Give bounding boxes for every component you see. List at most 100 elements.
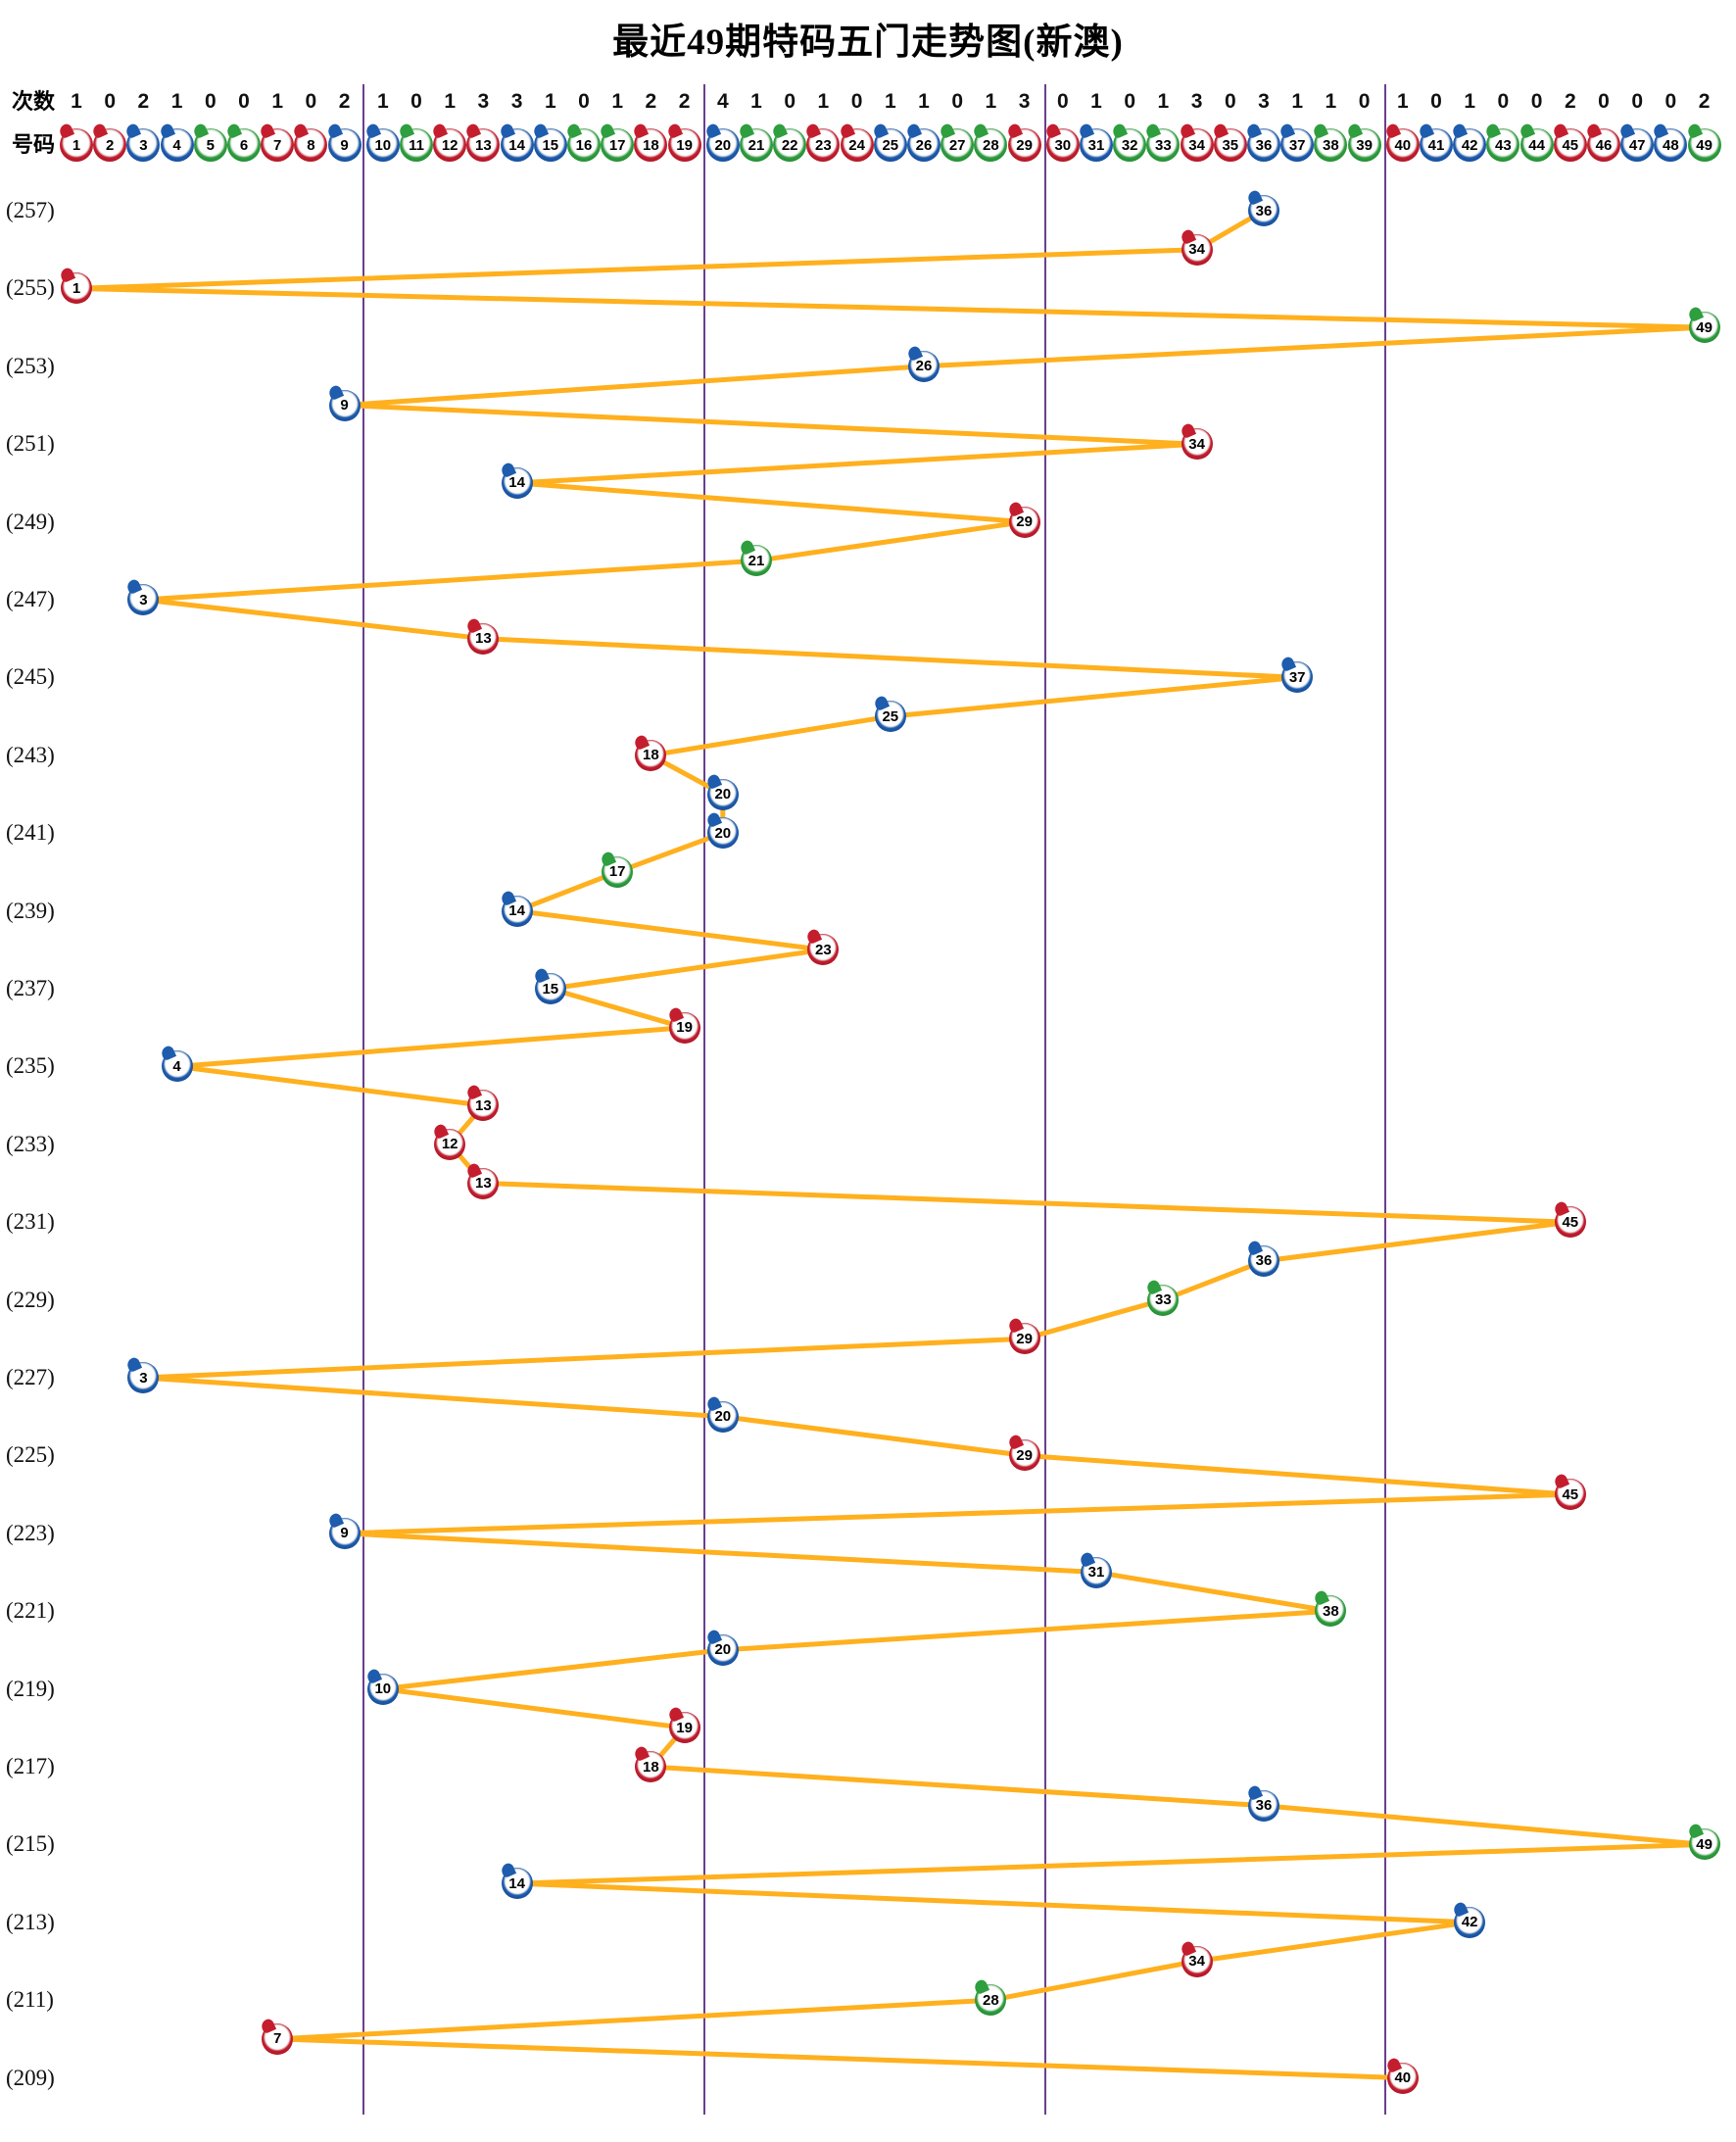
ball-number: 38 bbox=[1323, 136, 1339, 154]
count-number-29: 3 bbox=[1018, 90, 1031, 113]
ball-number: 32 bbox=[1121, 136, 1138, 154]
draw-ball-period-215: 49 bbox=[1688, 1828, 1720, 1861]
period-label-233: (233) bbox=[6, 1131, 55, 1156]
ball-number: 18 bbox=[643, 136, 659, 154]
ball-number: 15 bbox=[542, 136, 559, 154]
ball-number: 43 bbox=[1495, 136, 1512, 154]
ball-number: 34 bbox=[1188, 435, 1205, 453]
ball-number: 33 bbox=[1155, 1291, 1172, 1309]
ball-number: 25 bbox=[882, 136, 899, 154]
draw-ball-period-252: 9 bbox=[328, 389, 361, 421]
ball-number: 9 bbox=[340, 397, 349, 414]
ball-number: 23 bbox=[815, 136, 832, 154]
ball-number: 10 bbox=[374, 136, 392, 154]
draw-ball-period-211: 28 bbox=[975, 1984, 1007, 2017]
period-label-249: (249) bbox=[6, 509, 55, 534]
header-ball-30: 30 bbox=[1045, 128, 1080, 162]
header-ball-5: 5 bbox=[193, 128, 227, 162]
count-number-5: 0 bbox=[204, 90, 217, 113]
header-ball-44: 44 bbox=[1519, 128, 1554, 162]
draw-ball-period-251: 34 bbox=[1181, 428, 1213, 461]
count-number-22: 0 bbox=[784, 90, 796, 113]
ball-number: 20 bbox=[714, 786, 732, 803]
ball-number: 19 bbox=[676, 1019, 693, 1037]
ball-number: 4 bbox=[172, 136, 181, 154]
header-ball-7: 7 bbox=[261, 128, 295, 162]
draw-ball-period-257: 36 bbox=[1248, 195, 1279, 226]
ball-number: 25 bbox=[882, 707, 899, 725]
period-label-229: (229) bbox=[6, 1287, 55, 1312]
header-ball-34: 34 bbox=[1180, 128, 1214, 162]
ball-number: 21 bbox=[747, 136, 765, 154]
header-ball-37: 37 bbox=[1280, 128, 1315, 162]
period-label-225: (225) bbox=[6, 1442, 55, 1468]
ball-number: 19 bbox=[676, 136, 693, 154]
draw-ball-period-255: 1 bbox=[61, 272, 92, 305]
draw-ball-period-245: 37 bbox=[1281, 661, 1314, 694]
draw-ball-period-220: 20 bbox=[706, 1633, 739, 1666]
count-number-13: 3 bbox=[477, 90, 490, 113]
header-ball-4: 4 bbox=[160, 128, 194, 162]
draw-ball-period-241: 20 bbox=[706, 817, 739, 850]
ball-number: 33 bbox=[1155, 136, 1172, 154]
draw-ball-period-237: 15 bbox=[534, 973, 566, 1004]
header-ball-36: 36 bbox=[1247, 128, 1280, 162]
header-ball-26: 26 bbox=[907, 128, 940, 162]
count-number-11: 0 bbox=[410, 90, 422, 113]
ball-number: 28 bbox=[983, 136, 999, 154]
draw-ball-period-244: 25 bbox=[874, 701, 906, 733]
count-number-30: 0 bbox=[1056, 90, 1069, 113]
ball-number: 17 bbox=[608, 136, 626, 154]
header-ball-11: 11 bbox=[400, 128, 433, 162]
period-label-245: (245) bbox=[6, 664, 55, 690]
trend-line bbox=[73, 208, 1708, 2081]
header-ball-47: 47 bbox=[1620, 128, 1655, 162]
ball-number: 46 bbox=[1595, 136, 1613, 154]
draw-ball-period-254: 49 bbox=[1688, 312, 1720, 344]
ball-number: 35 bbox=[1222, 136, 1239, 154]
count-number-44: 0 bbox=[1530, 90, 1543, 113]
count-number-46: 0 bbox=[1598, 90, 1610, 113]
count-number-34: 3 bbox=[1190, 90, 1203, 113]
draw-ball-period-250: 14 bbox=[501, 466, 533, 499]
header-ball-17: 17 bbox=[601, 128, 635, 162]
draw-ball-period-209: 40 bbox=[1386, 2062, 1419, 2094]
period-label-215: (215) bbox=[6, 1831, 55, 1857]
ball-number: 1 bbox=[72, 136, 81, 154]
period-label-239: (239) bbox=[6, 898, 55, 923]
ball-number: 40 bbox=[1394, 136, 1412, 154]
ball-number: 29 bbox=[1016, 1446, 1033, 1464]
ball-number: 34 bbox=[1188, 241, 1205, 259]
draw-ball-period-222: 31 bbox=[1081, 1556, 1112, 1588]
counts-row-label: 次数 bbox=[12, 89, 56, 114]
draw-ball-period-235: 4 bbox=[161, 1050, 193, 1083]
draw-ball-period-238: 23 bbox=[807, 934, 840, 966]
count-number-19: 2 bbox=[678, 90, 691, 113]
draw-ball-period-226: 20 bbox=[706, 1400, 739, 1433]
ball-number: 19 bbox=[676, 1719, 693, 1736]
ball-number: 47 bbox=[1628, 136, 1646, 154]
draw-ball-period-247: 3 bbox=[127, 584, 160, 615]
count-number-12: 1 bbox=[444, 90, 457, 113]
draw-ball-period-213: 42 bbox=[1454, 1906, 1486, 1938]
ball-number: 6 bbox=[239, 136, 249, 154]
count-number-7: 1 bbox=[271, 90, 284, 113]
header-ball-48: 48 bbox=[1654, 128, 1688, 162]
ball-number: 49 bbox=[1696, 1835, 1712, 1853]
ball-number: 27 bbox=[948, 136, 966, 154]
draw-ball-period-232: 13 bbox=[467, 1167, 500, 1199]
ball-number: 16 bbox=[575, 136, 593, 154]
count-number-4: 1 bbox=[170, 90, 183, 113]
period-label-257: (257) bbox=[6, 198, 55, 222]
count-number-6: 0 bbox=[238, 90, 250, 113]
draw-ball-period-236: 19 bbox=[668, 1011, 700, 1044]
header-ball-19: 19 bbox=[667, 128, 701, 162]
header-ball-16: 16 bbox=[567, 128, 601, 162]
count-number-36: 3 bbox=[1258, 90, 1270, 113]
ball-number: 3 bbox=[139, 136, 148, 154]
ball-number: 36 bbox=[1255, 136, 1273, 154]
count-number-45: 2 bbox=[1564, 90, 1576, 113]
ball-number: 29 bbox=[1016, 136, 1033, 154]
header-ball-31: 31 bbox=[1080, 128, 1113, 162]
ball-number: 23 bbox=[815, 941, 832, 958]
